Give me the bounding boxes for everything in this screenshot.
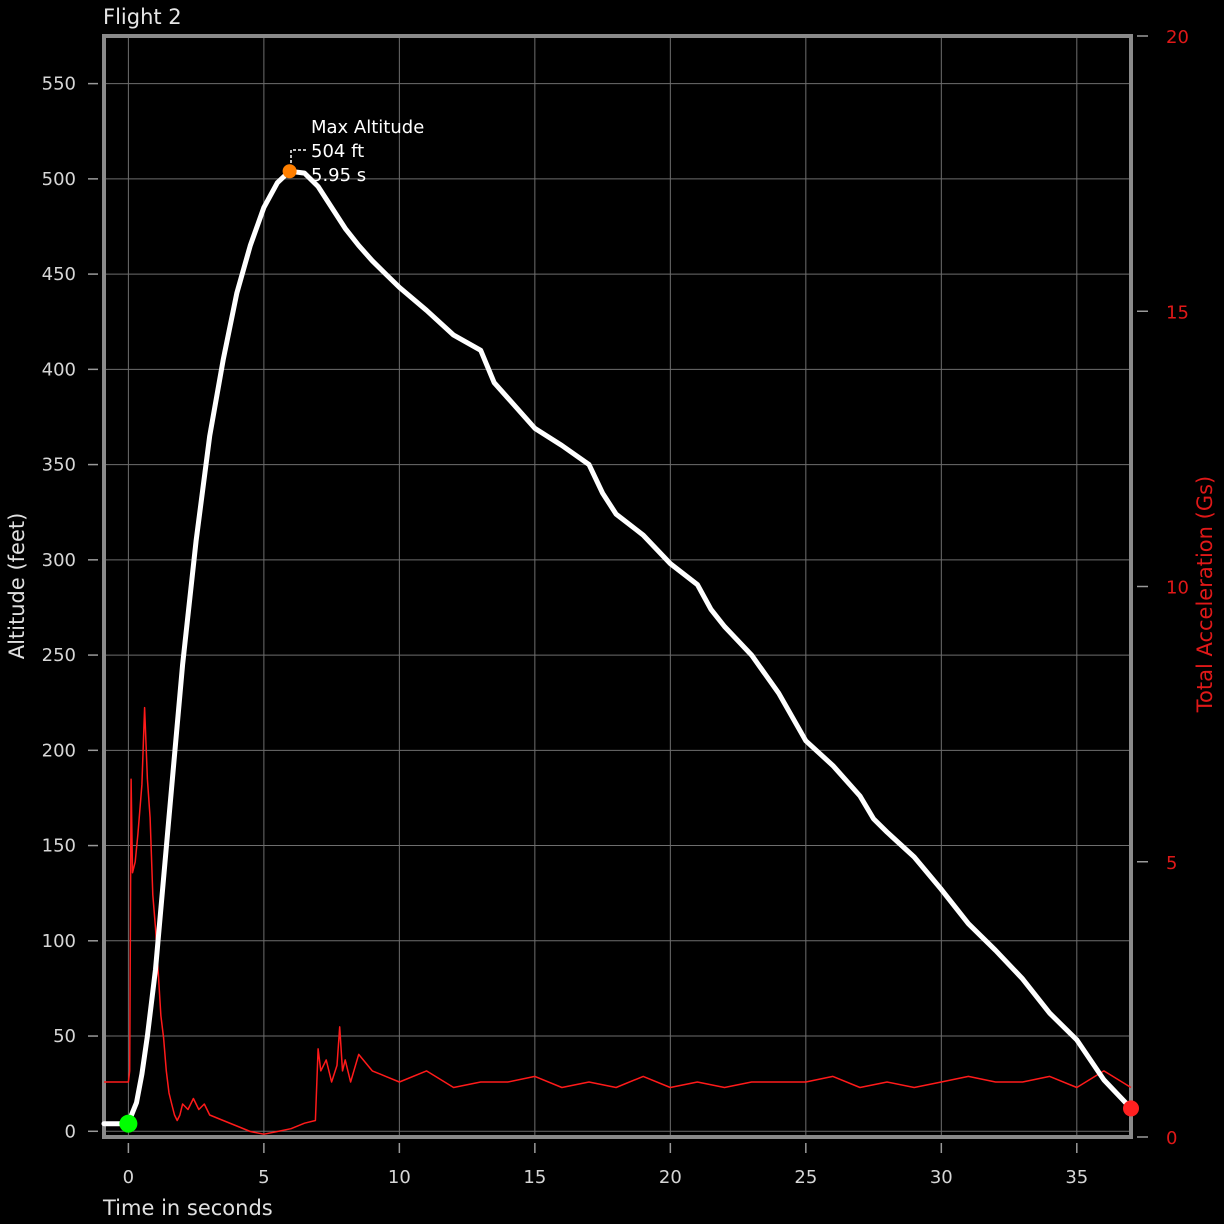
x-tick-label: 35: [1065, 1167, 1088, 1188]
acceleration-line: [104, 706, 1132, 1135]
y-tick-label: 50: [53, 1026, 76, 1047]
y-tick-label: 250: [42, 645, 76, 666]
y-tick-label: 300: [42, 550, 76, 571]
right-axis: 0 5 10 15 20: [1137, 27, 1189, 1149]
x-tick-label: 0: [123, 1167, 134, 1188]
y-tick-label: 400: [42, 359, 76, 380]
x-tick-label: 10: [388, 1167, 411, 1188]
max-altitude-annotation: Max Altitude 504 ft 5.95 s: [290, 117, 424, 186]
x-tick-label: 5: [258, 1167, 269, 1188]
series-group: [101, 168, 1134, 1135]
y-tick-label: 450: [42, 264, 76, 285]
y-tick-label: 350: [42, 455, 76, 476]
y2-axis-label: Total Acceleration (Gs): [1193, 476, 1217, 714]
x-tick-label: 20: [659, 1167, 682, 1188]
y2-tick-label: 0: [1166, 1128, 1177, 1149]
launch-marker: [119, 1114, 138, 1133]
annotation-title: Max Altitude: [311, 117, 424, 138]
annotation-time: 5.95 s: [311, 165, 366, 186]
x-tick-label: 30: [930, 1167, 953, 1188]
annotation-leader: [290, 149, 308, 163]
landing-marker: [1123, 1100, 1139, 1117]
markers-group: [119, 164, 1139, 1133]
y-tick-label: 500: [42, 169, 76, 190]
y2-tick-label: 15: [1166, 302, 1189, 323]
x-tick-label: 15: [523, 1167, 546, 1188]
bottom-axis: 0 5 10 15 20 25 30 35: [123, 1143, 1088, 1188]
y-tick-label: 100: [42, 931, 76, 952]
y-tick-label: 0: [65, 1121, 76, 1142]
plot-frame: [102, 34, 1133, 1139]
y2-tick-label: 10: [1166, 578, 1189, 599]
left-axis: 0 50 100 150 200 250 300 350 400 450 500 550: [42, 74, 98, 1142]
x-tick-label: 25: [794, 1167, 817, 1188]
y-tick-label: 150: [42, 836, 76, 857]
y-tick-label: 200: [42, 740, 76, 761]
chart-title: Flight 2: [103, 5, 182, 29]
x-axis-label: Time in seconds: [102, 1196, 273, 1220]
y-axis-label: Altitude (feet): [5, 513, 29, 660]
altitude-line: [101, 168, 1134, 1127]
grid: [104, 36, 1131, 1137]
y-tick-label: 550: [42, 74, 76, 95]
y2-tick-label: 20: [1166, 27, 1189, 48]
annotation-altitude: 504 ft: [311, 141, 364, 162]
apogee-marker: [282, 164, 297, 179]
y2-tick-label: 5: [1166, 853, 1177, 874]
